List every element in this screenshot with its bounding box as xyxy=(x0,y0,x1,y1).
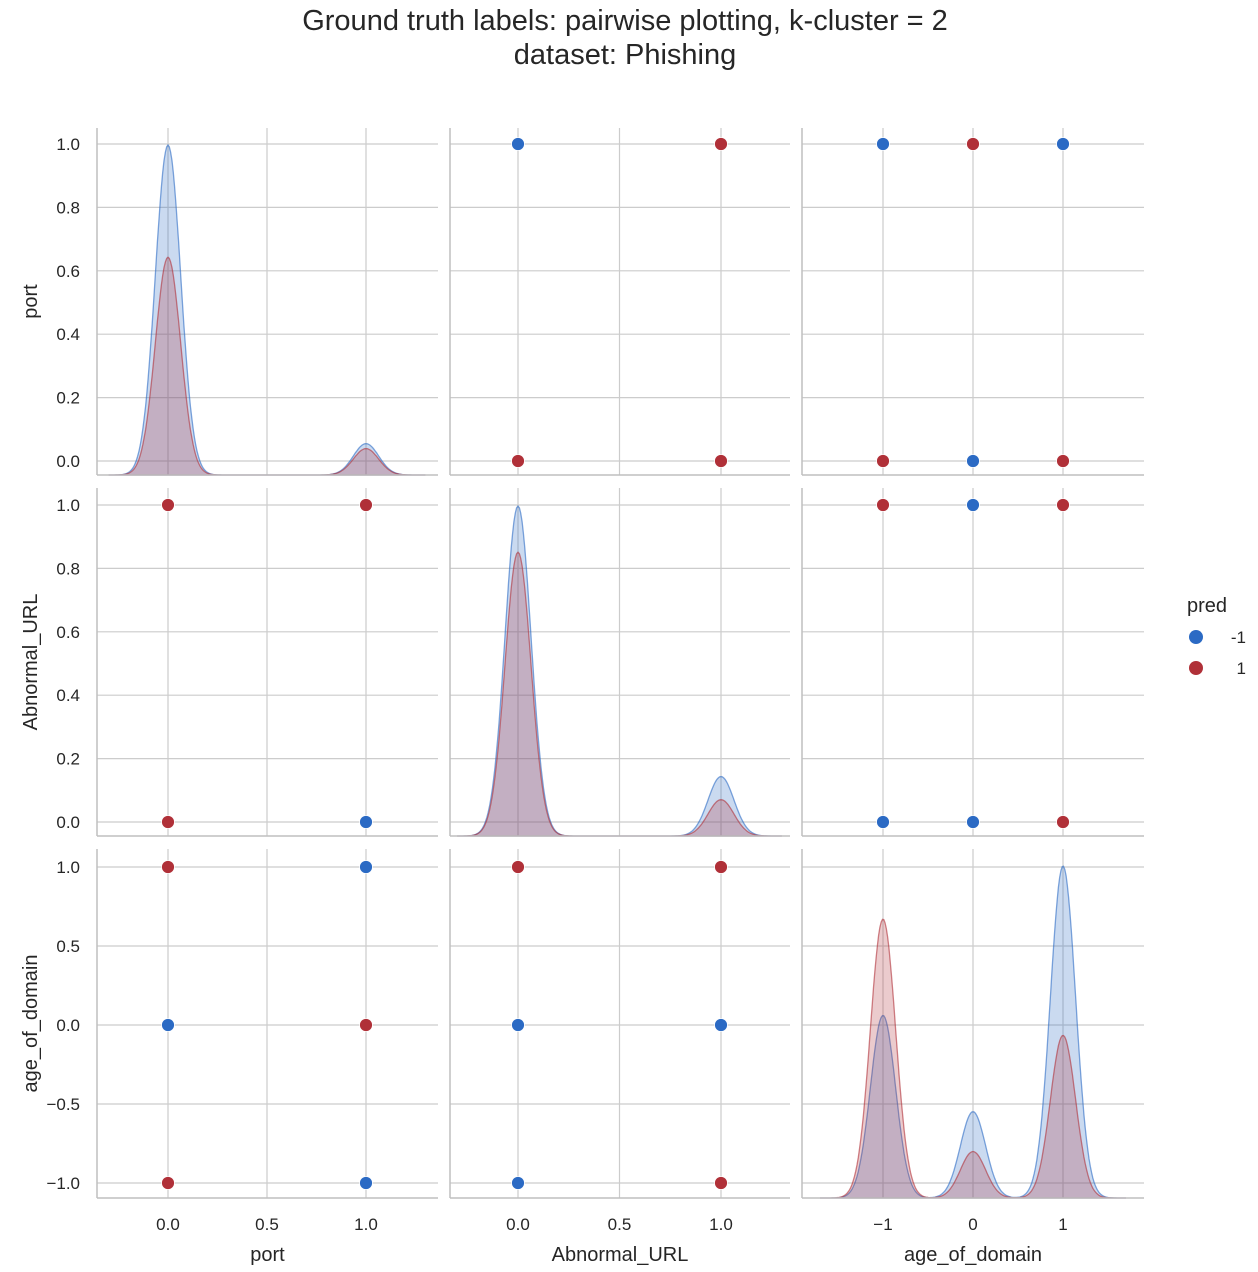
x-tick-label: 0.5 xyxy=(608,1215,632,1234)
legend-label--1: -1 xyxy=(1231,628,1246,647)
x-tick-label: 0.5 xyxy=(255,1215,279,1234)
x-tick-label: 1.0 xyxy=(709,1215,733,1234)
x-axis-label-port: port xyxy=(250,1244,285,1266)
x-tick-label: −1 xyxy=(873,1215,892,1234)
point-port-vs-age_of_domain xyxy=(359,1018,373,1032)
point-Abnormal_URL-vs-port xyxy=(511,137,525,151)
point-port-vs-Abnormal_URL xyxy=(161,815,175,829)
point-age_of_domain-vs-port xyxy=(966,137,980,151)
x-axis-label-age_of_domain: age_of_domain xyxy=(904,1244,1042,1266)
point-Abnormal_URL-vs-age_of_domain xyxy=(714,1018,728,1032)
point-Abnormal_URL-vs-port xyxy=(714,137,728,151)
point-age_of_domain-vs-Abnormal_URL xyxy=(966,815,980,829)
legend-marker-1 xyxy=(1189,661,1203,675)
y-tick-label: 1.0 xyxy=(56,496,80,515)
y-tick-label: 0.5 xyxy=(56,937,80,956)
y-tick-label: 0.4 xyxy=(56,686,80,705)
y-tick-label: 0.0 xyxy=(56,813,80,832)
point-age_of_domain-vs-Abnormal_URL xyxy=(1056,815,1070,829)
point-age_of_domain-vs-Abnormal_URL xyxy=(876,815,890,829)
y-tick-label: 1.0 xyxy=(56,858,80,877)
point-port-vs-age_of_domain xyxy=(161,860,175,874)
point-port-vs-age_of_domain xyxy=(359,1176,373,1190)
legend-title: pred xyxy=(1187,595,1227,617)
x-tick-label: 1.0 xyxy=(354,1215,378,1234)
y-axis-label-Abnormal_URL: Abnormal_URL xyxy=(20,594,42,731)
point-age_of_domain-vs-Abnormal_URL xyxy=(966,498,980,512)
y-tick-label: 0.8 xyxy=(56,198,80,217)
chart-title: Ground truth labels: pairwise plotting, … xyxy=(0,4,1250,72)
y-tick-label: 0.4 xyxy=(56,325,80,344)
x-tick-label: 0 xyxy=(968,1215,977,1234)
point-age_of_domain-vs-port xyxy=(1056,454,1070,468)
point-port-vs-Abnormal_URL xyxy=(359,498,373,512)
point-Abnormal_URL-vs-age_of_domain xyxy=(714,860,728,874)
point-port-vs-age_of_domain xyxy=(161,1176,175,1190)
x-tick-label: 0.0 xyxy=(156,1215,180,1234)
x-axis-label-Abnormal_URL: Abnormal_URL xyxy=(552,1244,689,1266)
y-tick-label: −0.5 xyxy=(46,1095,80,1114)
point-Abnormal_URL-vs-age_of_domain xyxy=(511,860,525,874)
point-age_of_domain-vs-port xyxy=(876,137,890,151)
y-tick-label: 0.6 xyxy=(56,262,80,281)
kde-age_of_domain-pred--1 xyxy=(820,865,1126,1199)
point-Abnormal_URL-vs-port xyxy=(511,454,525,468)
point-age_of_domain-vs-port xyxy=(1056,137,1070,151)
legend-marker--1 xyxy=(1189,630,1203,644)
y-tick-label: 1.0 xyxy=(56,135,80,154)
y-tick-label: 0.0 xyxy=(56,452,80,471)
y-axis-label-age_of_domain: age_of_domain xyxy=(20,955,42,1093)
kde-age_of_domain-pred-1 xyxy=(820,918,1126,1199)
y-tick-label: 0.2 xyxy=(56,389,80,408)
point-Abnormal_URL-vs-age_of_domain xyxy=(511,1176,525,1190)
point-port-vs-age_of_domain xyxy=(359,860,373,874)
point-Abnormal_URL-vs-age_of_domain xyxy=(511,1018,525,1032)
point-Abnormal_URL-vs-age_of_domain xyxy=(714,1176,728,1190)
y-tick-label: 0.6 xyxy=(56,623,80,642)
legend-label-1: 1 xyxy=(1237,659,1246,678)
x-tick-label: 1 xyxy=(1058,1215,1067,1234)
y-tick-label: 0.0 xyxy=(56,1016,80,1035)
y-tick-label: 0.8 xyxy=(56,559,80,578)
point-port-vs-Abnormal_URL xyxy=(359,815,373,829)
chart-title-line2: dataset: Phishing xyxy=(513,39,737,71)
point-Abnormal_URL-vs-port xyxy=(714,454,728,468)
chart-title-line1: Ground truth labels: pairwise plotting, … xyxy=(302,5,948,37)
y-tick-label: −1.0 xyxy=(46,1174,80,1193)
point-age_of_domain-vs-Abnormal_URL xyxy=(1056,498,1070,512)
point-age_of_domain-vs-port xyxy=(876,454,890,468)
point-age_of_domain-vs-port xyxy=(966,454,980,468)
point-age_of_domain-vs-Abnormal_URL xyxy=(876,498,890,512)
x-tick-label: 0.0 xyxy=(506,1215,530,1234)
point-port-vs-Abnormal_URL xyxy=(161,498,175,512)
y-axis-label-port: port xyxy=(20,284,42,319)
y-tick-label: 0.2 xyxy=(56,750,80,769)
point-port-vs-age_of_domain xyxy=(161,1018,175,1032)
